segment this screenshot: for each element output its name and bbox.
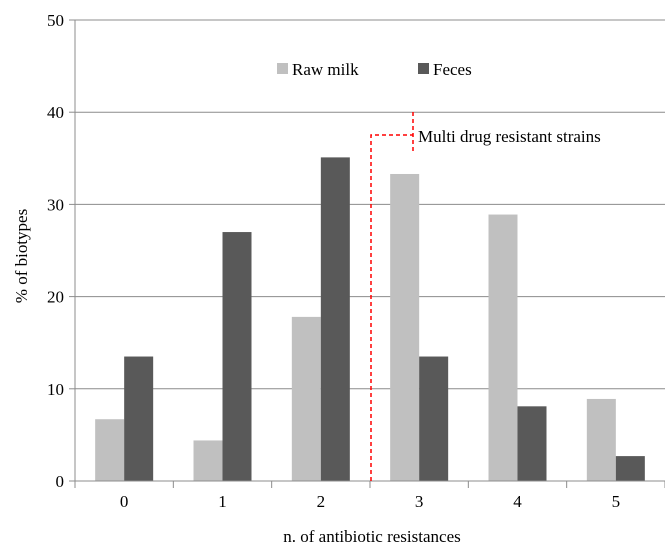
legend-swatch-feces [418,63,429,74]
y-tick-label: 0 [56,472,65,491]
y-tick-label: 30 [47,195,64,214]
bar-feces-4 [517,406,547,481]
y-tick-label: 10 [47,380,64,399]
x-tick-label: 2 [317,492,326,511]
x-tick-label: 1 [218,492,227,511]
bar-feces-2 [320,157,350,482]
mdr-bracket-line [370,134,413,481]
gridlines [75,19,665,390]
legend-swatch-raw-milk [277,63,288,74]
x-tick-label: 0 [120,492,129,511]
bar-raw-milk-0 [95,419,125,481]
y-axis-title: % of biotypes [12,209,31,303]
y-tick-label: 50 [47,11,64,30]
bar-raw-milk-5 [586,398,616,481]
bar-feces-1 [222,232,252,481]
mdr-annotation: Multi drug resistant strains [370,112,601,481]
x-tick-label: 5 [612,492,621,511]
bar-raw-milk-2 [291,316,321,481]
bar-raw-milk-3 [390,173,420,481]
x-tick-label: 4 [513,492,522,511]
bar-raw-milk-4 [488,214,518,482]
legend: Raw milk Feces [277,60,472,79]
bar-raw-milk-1 [193,440,223,481]
legend-label-raw-milk: Raw milk [292,60,359,79]
x-tick-labels: 0 1 2 3 4 5 [120,492,620,511]
y-tick-label: 40 [47,103,64,122]
x-axis-title: n. of antibiotic resistances [283,527,461,546]
bar-feces-0 [124,356,154,481]
axes [69,19,665,488]
legend-label-feces: Feces [433,60,472,79]
bar-feces-5 [615,456,645,481]
y-tick-label: 20 [47,288,64,307]
x-tick-label: 3 [415,492,424,511]
y-tick-labels: 0 10 20 30 40 50 [47,11,64,491]
bar-feces-3 [419,356,449,481]
bars [95,157,645,482]
mdr-annotation-label: Multi drug resistant strains [418,127,601,146]
